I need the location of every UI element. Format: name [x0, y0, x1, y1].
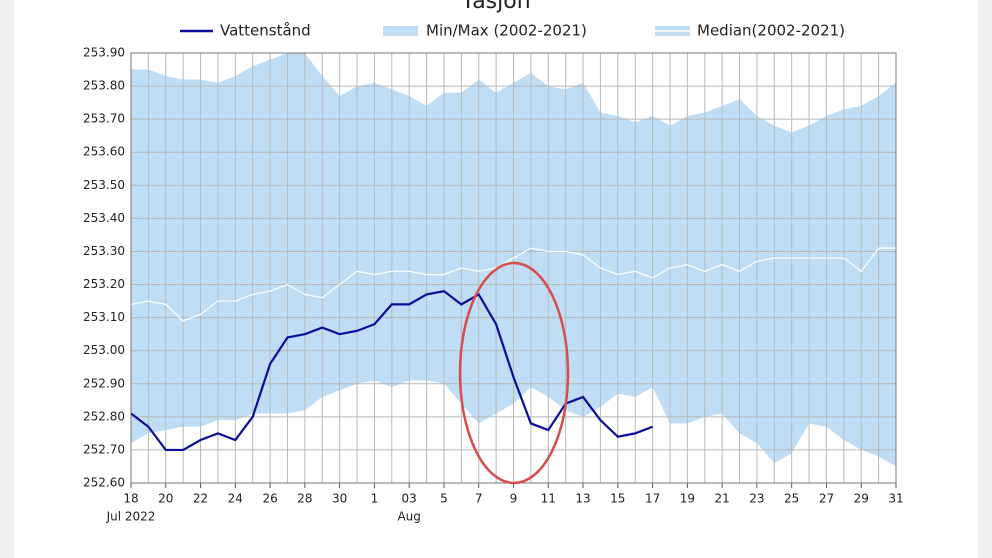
y-tick-label: 252.90	[83, 376, 125, 390]
y-tick-label: 253.60	[83, 145, 125, 159]
y-tick-label: 252.60	[83, 476, 125, 490]
x-tick-label: 24	[228, 492, 243, 506]
legend-swatch	[383, 26, 418, 36]
page: Tåsjön 252.60 252.70 252.80 252.90 253.00 253…	[14, 0, 978, 558]
y-tick-label: 253.00	[83, 343, 125, 357]
x-tick-label: 13	[575, 492, 590, 506]
x-tick-label: 1	[371, 492, 379, 506]
y-tick-label: 253.50	[83, 178, 125, 192]
period-label: Aug	[397, 510, 420, 524]
plot: 252.60 252.70 252.80 252.90 253.00 253.10 253.…	[83, 46, 904, 524]
x-tick-label: 31	[888, 492, 903, 506]
x-tick-label: 18	[123, 492, 138, 506]
y-tick-label: 253.10	[83, 310, 125, 324]
y-tick-label: 252.70	[83, 442, 125, 456]
y-tick-label: 253.30	[83, 244, 125, 258]
x-tick-label: 26	[262, 492, 277, 506]
median-line	[130, 247, 896, 322]
x-tick-label: 27	[819, 492, 834, 506]
x-tick-label: 5	[440, 492, 448, 506]
x-tick-label: 22	[193, 492, 208, 506]
y-tick-label: 253.40	[83, 211, 125, 225]
y-tick-label: 253.20	[83, 277, 125, 291]
x-tick-label: 19	[680, 492, 695, 506]
legend-label: Min/Max (2002-2021)	[426, 22, 587, 40]
highlight-ellipse	[458, 261, 570, 485]
x-tick-label: 30	[332, 492, 347, 506]
y-tick-label: 253.70	[83, 112, 125, 126]
x-tick-label: 03	[402, 492, 417, 506]
y-tick-label: 252.80	[83, 409, 125, 423]
y-tick-label: 253.90	[83, 46, 125, 60]
x-tick-label: 28	[297, 492, 312, 506]
x-tick-label: 23	[749, 492, 764, 506]
period-label: Jul 2022	[106, 510, 156, 524]
y-tick-label: 253.80	[83, 79, 125, 93]
chart-title: Tåsjön	[460, 0, 530, 14]
x-tick-label: 17	[645, 492, 660, 506]
x-tick-label: 15	[610, 492, 625, 506]
x-tick-label: 20	[158, 492, 173, 506]
x-tick-label: 25	[784, 492, 799, 506]
legend-label: Median(2002-2021)	[697, 22, 845, 40]
legend-label: Vattenstånd	[220, 22, 311, 40]
x-tick-label: 7	[475, 492, 483, 506]
x-tick-label: 11	[541, 492, 556, 506]
x-tick-label: 29	[854, 492, 869, 506]
x-tick-label: 21	[714, 492, 729, 506]
x-tick-label: 9	[510, 492, 518, 506]
chart: Tåsjön 252.60252.70252.80252.90253.00253…	[83, 0, 904, 524]
